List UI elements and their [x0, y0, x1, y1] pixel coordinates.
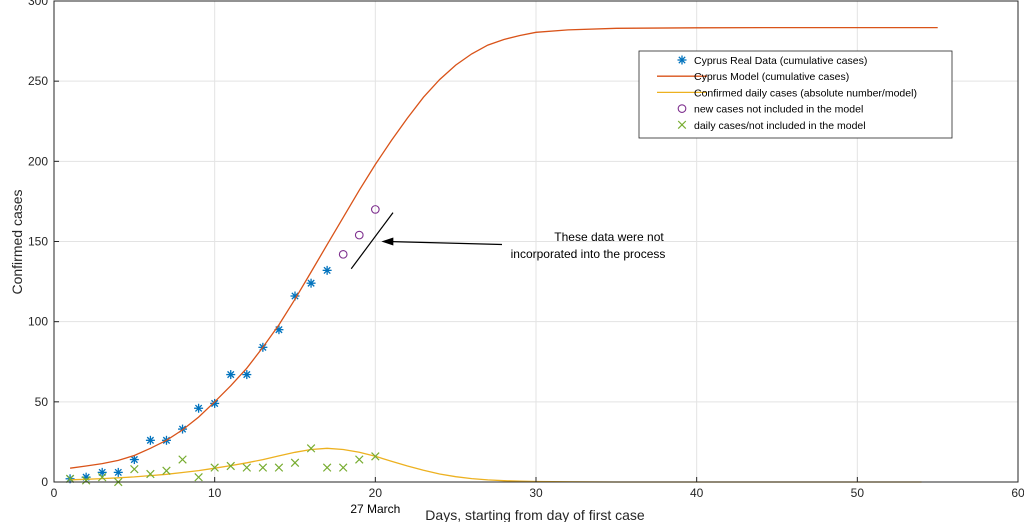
y-tick-label: 300	[28, 0, 48, 8]
legend-label: daily cases/not included in the model	[694, 120, 866, 132]
legend-label: new cases not included in the model	[694, 104, 863, 116]
data-point	[290, 458, 300, 467]
data-point	[370, 205, 380, 214]
y-tick-label: 50	[35, 395, 49, 409]
data-point	[194, 472, 203, 482]
data-point	[226, 370, 236, 380]
x-tick-label: 10	[208, 486, 222, 500]
legend-box	[638, 50, 953, 139]
annotation-arrow	[387, 240, 503, 246]
x-tick-label: 40	[690, 486, 704, 500]
data-point	[146, 469, 155, 479]
legend-swatch	[677, 120, 687, 130]
data-point	[97, 467, 107, 477]
y-tick-label: 250	[28, 74, 48, 88]
data-point	[65, 474, 75, 484]
legend-item: Confirmed daily cases (absolute number/m…	[657, 87, 917, 99]
x-tick-label: 60	[1011, 486, 1024, 500]
y-tick-label: 200	[28, 154, 48, 168]
y-axis-label: Confirmed cases	[9, 189, 25, 294]
data-point	[371, 452, 380, 461]
data-point	[145, 435, 155, 445]
data-point	[162, 466, 171, 476]
legend-swatch	[677, 104, 687, 113]
data-point	[322, 463, 332, 472]
data-point	[210, 398, 220, 408]
legend-label: Cyprus Real Data (cumulative cases)	[694, 55, 867, 67]
data-point	[338, 249, 348, 259]
annotation-arrowhead	[381, 237, 394, 246]
legend-item: daily cases/not included in the model	[677, 120, 866, 132]
data-point	[226, 461, 235, 471]
data-point	[274, 463, 284, 472]
annotation-text-line1: These data were not	[554, 230, 664, 244]
legend-item: new cases not included in the model	[677, 104, 863, 116]
data-point	[210, 463, 219, 472]
legend-label: Cyprus Model (cumulative cases)	[694, 71, 849, 83]
y-tick-label: 150	[28, 235, 48, 249]
legend-swatch	[677, 55, 687, 65]
data-point	[178, 455, 187, 464]
legend-label: Confirmed daily cases (absolute number/m…	[694, 87, 917, 99]
data-point	[306, 278, 316, 288]
y-tick-label: 0	[41, 475, 48, 489]
x-tick-label: 30	[529, 486, 543, 500]
data-point	[97, 472, 107, 482]
data-point	[130, 464, 139, 474]
annotation-text-line2: incorporated into the process	[511, 247, 666, 261]
series-line	[70, 26, 938, 469]
series-4	[65, 444, 380, 487]
data-point	[306, 444, 316, 453]
tick-labels: 0 10 20 30 40 50 60 0 50 100 150 200 250 300	[28, 0, 1024, 500]
annotation-bracket	[350, 212, 394, 270]
x-axis-label: Days, starting from day of first case	[425, 507, 645, 522]
data-point	[355, 455, 364, 464]
series-1	[70, 26, 938, 469]
legend-item: Cyprus Model (cumulative cases)	[657, 71, 849, 83]
data-point	[242, 370, 252, 380]
data-point	[194, 403, 204, 413]
data-point	[354, 230, 364, 240]
data-point	[258, 463, 268, 472]
data-point	[113, 467, 123, 477]
data-point	[338, 463, 348, 472]
legend-item: Cyprus Real Data (cumulative cases)	[677, 55, 867, 67]
x-tick-label: 50	[851, 486, 865, 500]
y-tick-label: 100	[28, 315, 48, 329]
legend: Cyprus Real Data (cumulative cases) Cypru…	[638, 50, 953, 139]
data-point	[242, 463, 252, 472]
series-3	[338, 205, 380, 259]
data-point	[129, 455, 139, 465]
x-tick-label: 0	[51, 486, 58, 500]
annotation: These data were not incorporated into th…	[350, 212, 666, 270]
x-tick-label: 20	[369, 486, 383, 500]
date-annotation: 27 March	[350, 502, 400, 516]
data-point	[81, 476, 91, 485]
data-point	[322, 265, 332, 275]
